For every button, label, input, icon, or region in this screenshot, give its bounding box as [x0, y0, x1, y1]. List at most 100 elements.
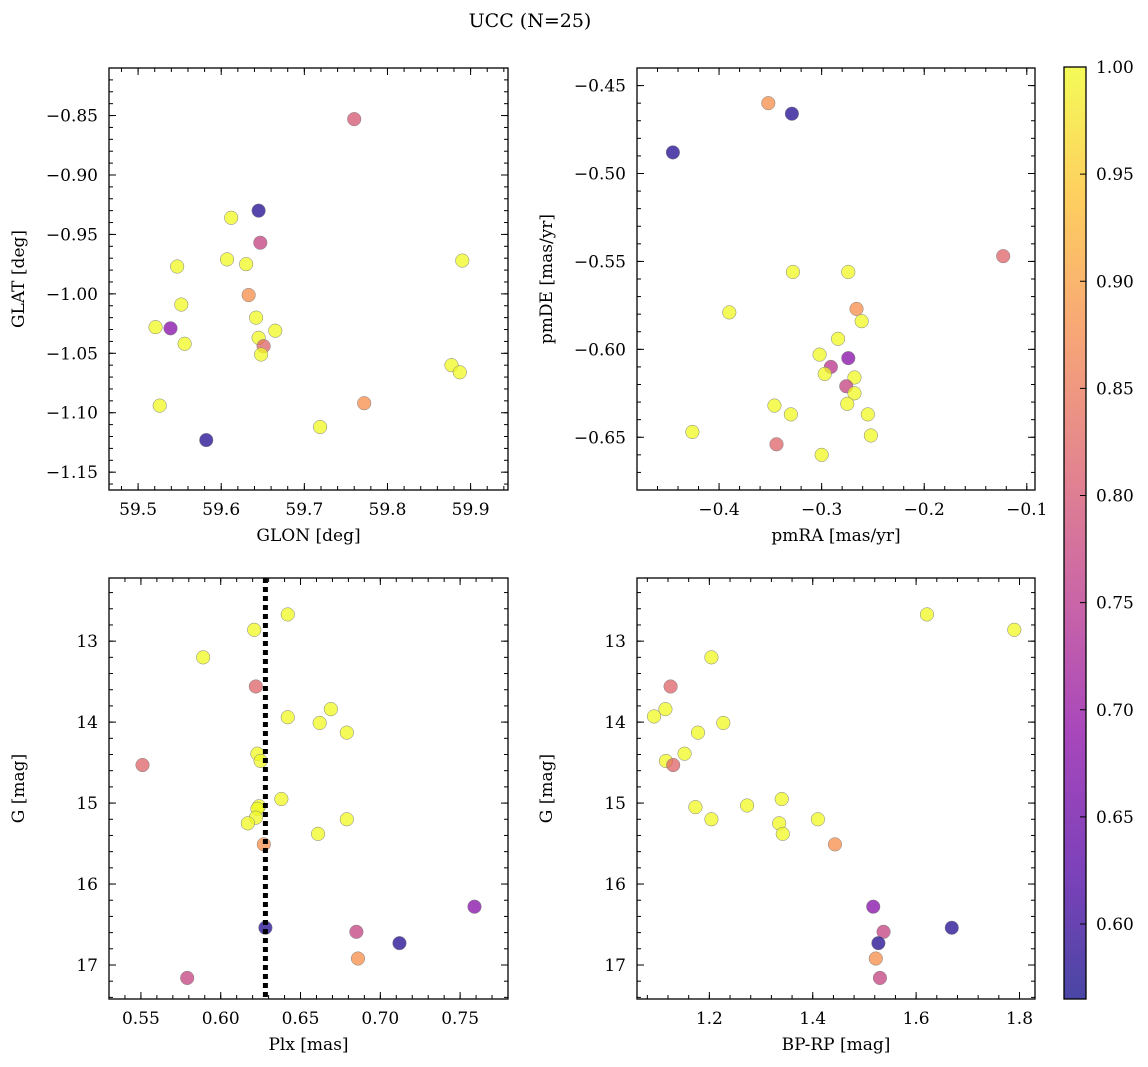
scatter-point	[827, 837, 843, 852]
scatter-point	[349, 924, 364, 939]
scatter-point	[312, 715, 327, 730]
scatter-point	[872, 970, 887, 986]
scatter-point	[944, 920, 959, 935]
scatter-point	[452, 365, 467, 380]
scatter-point	[196, 650, 211, 665]
scatter-point	[219, 252, 235, 267]
plot-area	[148, 112, 470, 448]
scatter-point	[311, 826, 326, 841]
scatter-point	[148, 320, 163, 335]
scatter-point	[677, 746, 692, 761]
colorbar-frame	[1063, 66, 1087, 1000]
scatter-point	[152, 398, 167, 413]
y-tick-label: 13	[76, 632, 98, 652]
scatter-point	[274, 791, 289, 807]
colorbar-tick-label: 0.70	[1096, 701, 1134, 721]
scatter-point	[817, 366, 832, 382]
scatter-point	[280, 710, 295, 725]
scatter-point	[163, 321, 178, 336]
scatter-point	[690, 725, 706, 740]
x-axis-label: BP-RP [mag]	[782, 1035, 891, 1055]
scatter-point	[663, 679, 678, 694]
scatter-point	[996, 249, 1011, 264]
x-tick-label: −0.2	[904, 500, 945, 520]
scatter-point	[247, 622, 262, 637]
colorbar-tick-label: 0.85	[1096, 379, 1134, 399]
scatter-point	[704, 650, 719, 665]
scatter-point	[847, 386, 862, 401]
scatter-point	[919, 607, 935, 622]
y-axis-label: G [mag]	[9, 754, 29, 823]
colorbar-tick-label: 0.90	[1096, 272, 1134, 292]
x-tick-label: 0.60	[202, 1009, 240, 1029]
colorbar-tick-label: 0.80	[1096, 487, 1134, 507]
y-tick-label: −0.65	[574, 428, 626, 448]
scatter-point	[665, 145, 680, 160]
scatter-point	[357, 396, 372, 411]
y-tick-label: 15	[604, 794, 626, 814]
scatter-point	[784, 106, 799, 121]
x-tick-label: 59.5	[119, 500, 157, 520]
scatter-point	[761, 96, 776, 111]
scatter-point	[224, 210, 239, 225]
colorbar-tick-label: 0.75	[1096, 594, 1134, 614]
scatter-point	[871, 936, 886, 951]
y-axis-label: pmDE [mas/yr]	[537, 214, 557, 344]
scatter-point	[812, 347, 827, 362]
scatter-point	[831, 331, 846, 346]
colorbar-tick-label: 0.65	[1096, 808, 1134, 828]
scatter-point	[810, 812, 825, 827]
scatter-point	[240, 816, 255, 831]
y-tick-label: 16	[604, 875, 626, 895]
colorbar: 0.60 0.65 0.70 0.75 0.80 0.85 0.90 0.95 1.00	[1063, 58, 1134, 1000]
scatter-point	[860, 407, 875, 422]
axes-frame	[636, 577, 1036, 1000]
y-tick-label: −1.10	[46, 404, 98, 424]
scatter-point	[251, 203, 266, 218]
scatter-point	[688, 800, 703, 815]
x-tick-label: 0.70	[361, 1009, 399, 1029]
scatter-point	[666, 757, 681, 773]
x-tick-label: 0.65	[282, 1009, 320, 1029]
x-tick-label: 1.2	[696, 1009, 723, 1029]
x-tick-label: 1.6	[903, 1009, 930, 1029]
x-tick-label: −0.4	[698, 500, 739, 520]
scatter-point	[323, 702, 338, 717]
scatter-point	[199, 433, 214, 448]
y-tick-label: 17	[76, 956, 98, 976]
scatter-point	[854, 314, 869, 329]
scatter-point	[170, 259, 185, 274]
axes-frame	[108, 67, 509, 491]
y-tick-label: −0.50	[574, 165, 626, 185]
scatter-point	[716, 715, 731, 730]
plot-area	[647, 607, 1022, 986]
panel-pmra-pmde: −0.4 −0.3 −0.2 −0.1 −0.45 −0.50 −0.55 −0.60 −0.6…	[537, 67, 1047, 546]
scatter-point	[847, 370, 862, 385]
scatter-point	[339, 812, 354, 827]
y-axis-label: G [mag]	[537, 754, 557, 823]
x-axis-label: GLON [deg]	[256, 526, 360, 546]
scatter-point	[239, 257, 254, 272]
y-tick-label: −0.60	[574, 340, 626, 360]
scatter-point	[350, 951, 366, 966]
y-axis-label: GLAT [deg]	[9, 230, 29, 328]
panel-bprp-g: 1.2 1.4 1.6 1.8 13 14 15 16 17 BP-RP [mag] G [mag]	[537, 577, 1036, 1055]
scatter-point	[774, 791, 789, 807]
scatter-point	[647, 709, 662, 724]
y-tick-label: −1.15	[46, 463, 98, 483]
scatter-point	[769, 437, 784, 452]
y-tick-label: −0.45	[574, 77, 626, 97]
scatter-point	[704, 812, 719, 827]
x-tick-label: 1.4	[799, 1009, 826, 1029]
scatter-point	[135, 757, 150, 773]
scatter-point	[174, 297, 189, 312]
figure-suptitle: UCC (N=25)	[469, 10, 592, 32]
x-tick-label: 59.9	[452, 500, 490, 520]
scatter-point	[863, 428, 878, 443]
scatter-point	[241, 287, 256, 303]
scatter-point	[180, 970, 195, 986]
scatter-point	[841, 351, 856, 366]
x-tick-label: −0.3	[801, 500, 842, 520]
colorbar-tick-label: 0.95	[1096, 165, 1134, 185]
scatter-point	[313, 419, 328, 435]
